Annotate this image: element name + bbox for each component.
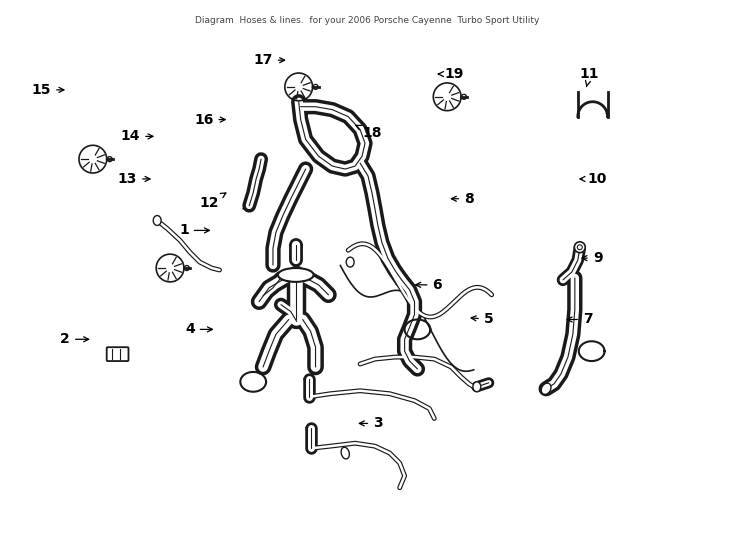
Text: 16: 16	[194, 112, 225, 126]
Ellipse shape	[278, 268, 313, 282]
Text: 1: 1	[179, 224, 209, 238]
Ellipse shape	[346, 257, 354, 267]
Text: 13: 13	[117, 172, 150, 186]
Text: 17: 17	[253, 53, 285, 67]
Ellipse shape	[578, 245, 582, 249]
Text: 19: 19	[438, 67, 464, 81]
Text: 4: 4	[185, 322, 212, 336]
Text: 8: 8	[451, 192, 474, 206]
Text: 3: 3	[360, 416, 382, 430]
Text: 7: 7	[567, 313, 592, 327]
Text: 15: 15	[32, 83, 64, 97]
Text: 9: 9	[582, 251, 603, 265]
Ellipse shape	[153, 215, 161, 226]
FancyBboxPatch shape	[106, 347, 128, 361]
Text: 5: 5	[471, 313, 493, 327]
Text: Diagram  Hoses & lines.  for your 2006 Porsche Cayenne  Turbo Sport Utility: Diagram Hoses & lines. for your 2006 Por…	[195, 16, 539, 25]
Text: 14: 14	[120, 130, 153, 144]
Text: 12: 12	[200, 193, 226, 210]
Text: 6: 6	[415, 278, 442, 292]
Text: 11: 11	[580, 67, 600, 86]
Text: 10: 10	[580, 172, 607, 186]
Ellipse shape	[541, 383, 551, 394]
Ellipse shape	[473, 382, 481, 392]
Text: 18: 18	[356, 125, 382, 140]
Text: 2: 2	[60, 332, 89, 346]
Ellipse shape	[341, 447, 349, 459]
Ellipse shape	[574, 242, 585, 253]
